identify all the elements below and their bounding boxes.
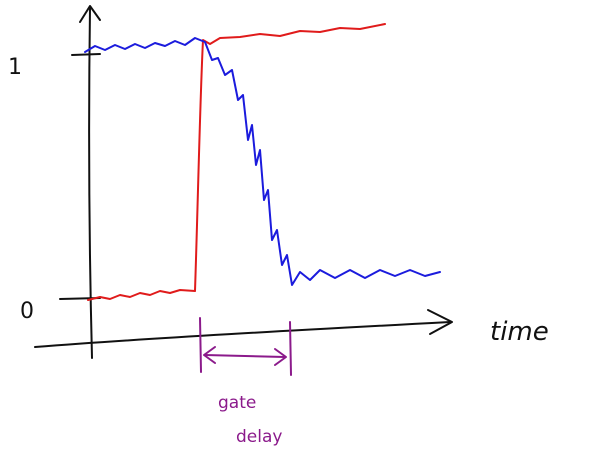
y-axis-arrow	[79, 5, 101, 23]
output-signal	[84, 37, 441, 286]
annotation-line: gate	[218, 393, 256, 413]
label-low: 0	[20, 299, 34, 324]
x-axis-arrow	[427, 309, 453, 335]
tick-high	[71, 53, 101, 56]
delay-marker	[199, 317, 292, 376]
annotation-line: delay	[236, 427, 282, 447]
label-time: time	[490, 317, 549, 347]
y-axis	[88, 7, 93, 359]
x-axis	[34, 321, 451, 348]
input-signal	[87, 23, 386, 301]
label-high: 1	[8, 55, 22, 80]
